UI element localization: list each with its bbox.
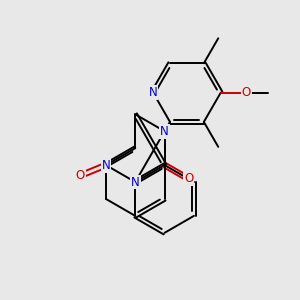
Text: O: O [184,172,193,185]
Text: N: N [160,125,169,138]
Text: N: N [102,159,110,172]
Text: N: N [131,176,140,188]
Text: O: O [242,86,251,99]
Text: N: N [149,86,158,99]
Text: O: O [76,169,85,182]
